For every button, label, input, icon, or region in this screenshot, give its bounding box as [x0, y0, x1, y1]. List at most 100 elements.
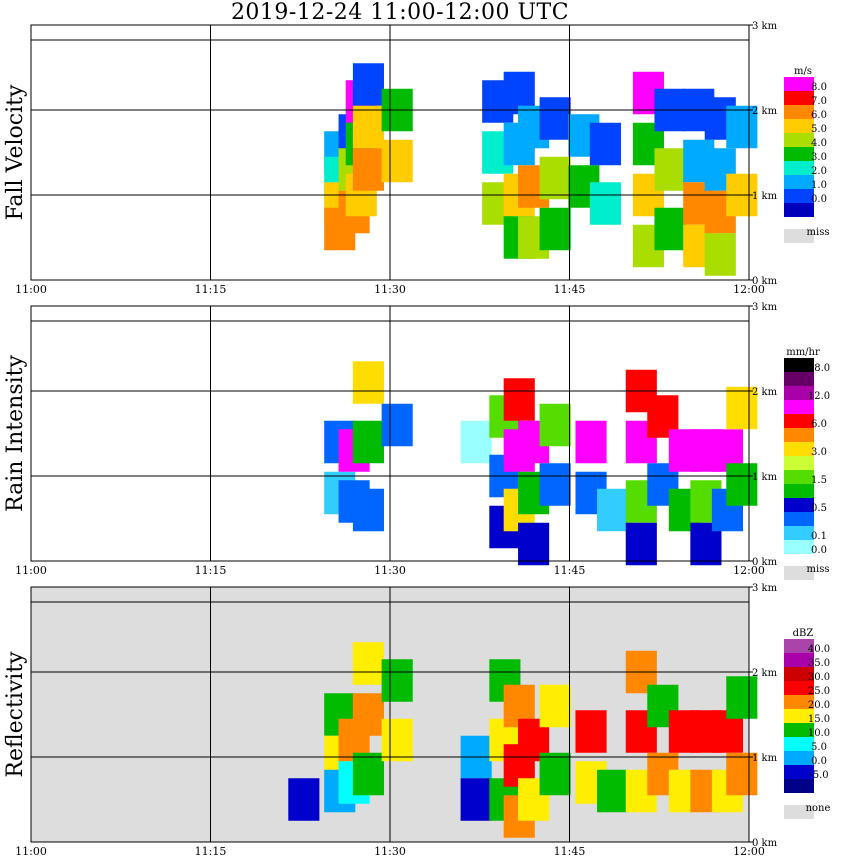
x-tick-label: 11:15	[195, 845, 227, 858]
legend-swatch	[784, 526, 814, 540]
data-cell	[539, 207, 571, 251]
data-cell	[352, 488, 385, 532]
legend-swatch	[784, 161, 814, 175]
data-cell	[539, 463, 571, 506]
x-tick-label: 11:45	[554, 283, 586, 296]
legend-label: 0.5	[811, 503, 827, 514]
plot-frame	[30, 305, 750, 562]
data-cell	[539, 156, 571, 200]
legend-label: 7.0	[811, 96, 827, 107]
legend-swatch	[784, 400, 814, 414]
x-tick-label: 11:45	[554, 564, 586, 577]
plot-frame	[30, 586, 750, 843]
x-tick-label: 11:45	[554, 845, 586, 858]
panel-reflectivity: 11:00 11:15 11:30 11:45 12:000 km 1 km 2 km 3 k…	[3, 583, 830, 858]
legend-missing-swatch	[784, 566, 814, 580]
legend-swatch	[784, 779, 814, 793]
legend-missing-label: miss	[807, 227, 830, 238]
data-cell	[704, 233, 736, 276]
x-tick-label: 11:30	[374, 845, 406, 858]
legend-swatch	[784, 133, 814, 147]
legend-swatch	[784, 723, 814, 737]
panel-rain-intensity: 11:00 11:15 11:30 11:45 12:000 km 1 km 2 km 3 k…	[3, 302, 830, 580]
y-tick-label: 0 km	[752, 557, 778, 568]
x-tick-label: 11:00	[15, 283, 47, 296]
data-cell	[352, 693, 385, 736]
data-cell	[726, 752, 758, 796]
data-cell	[352, 148, 385, 191]
legend-swatch	[784, 372, 814, 386]
data-cell	[288, 778, 320, 821]
data-cell	[460, 778, 492, 821]
legend-swatch	[784, 470, 814, 484]
legend-missing-swatch	[784, 805, 814, 819]
legend-label: 4.0	[811, 138, 827, 149]
legend-label: 0.1	[811, 531, 827, 542]
legend-swatch	[784, 189, 814, 203]
data-cell	[597, 769, 629, 813]
legend-label: 2.0	[811, 166, 827, 177]
legend-swatch	[784, 175, 814, 189]
x-tick-label: 11:15	[195, 283, 227, 296]
legend-label: 1.0	[811, 180, 827, 191]
data-cell	[381, 718, 413, 762]
data-cell	[352, 752, 385, 796]
x-tick-label: 12:00	[733, 845, 765, 858]
legend-swatch	[784, 147, 814, 161]
y-tick-label: 3 km	[752, 583, 778, 594]
data-cell	[381, 139, 413, 183]
legend-swatch	[784, 442, 814, 456]
legend-swatch	[784, 428, 814, 442]
data-cell	[352, 642, 385, 685]
chart-title: 2019-12-24 11:00-12:00 UTC	[230, 0, 570, 25]
y-axis-title: Reflectivity	[3, 651, 28, 778]
legend-label: 1.5	[811, 475, 827, 486]
data-cell	[539, 752, 571, 796]
y-tick-label: 0 km	[752, 838, 778, 849]
data-cell	[654, 207, 686, 251]
data-cell	[589, 182, 621, 225]
y-tick-label: 2 km	[752, 387, 778, 398]
legend-swatch	[784, 667, 814, 681]
legend-label: 12.0	[808, 391, 830, 402]
legend-label: 0.0	[811, 194, 827, 205]
legend-swatch	[784, 695, 814, 709]
data-cell	[352, 361, 385, 404]
data-cell	[597, 488, 629, 532]
y-tick-label: 1 km	[752, 753, 778, 764]
legend-label: 3.0	[811, 447, 827, 458]
legend-swatch	[784, 484, 814, 498]
data-cell	[654, 148, 686, 191]
y-axis-title: Fall Velocity	[3, 84, 28, 220]
legend-unit: dBZ	[793, 628, 814, 639]
data-cell	[575, 420, 607, 464]
legend-swatch	[784, 512, 814, 526]
x-tick-label: 12:00	[733, 283, 765, 296]
legend-missing-label: none	[806, 803, 831, 814]
legend-missing-label: miss	[807, 564, 830, 575]
legend-swatch	[784, 498, 814, 512]
data-cell	[381, 403, 413, 447]
y-axis-title: Rain Intensity	[3, 354, 28, 511]
y-tick-label: 2 km	[752, 668, 778, 679]
legend-swatch	[784, 105, 814, 119]
x-tick-label: 11:30	[374, 283, 406, 296]
legend-label: 30.0	[808, 672, 830, 683]
legend-label: 5.0	[811, 124, 827, 135]
data-cell	[518, 522, 550, 566]
legend-swatch	[784, 119, 814, 133]
legend-swatch	[784, 91, 814, 105]
data-cell	[460, 420, 492, 464]
data-cell	[503, 378, 535, 421]
x-tick-label: 11:15	[195, 564, 227, 577]
data-cell	[381, 659, 413, 702]
legend-label: -5.0	[809, 770, 828, 781]
data-cell	[726, 386, 758, 430]
legend-swatch	[784, 456, 814, 470]
legend-label: 5.0	[811, 742, 827, 753]
legend-swatch	[784, 653, 814, 667]
data-cell	[352, 105, 385, 149]
legend-unit: m/s	[794, 66, 812, 77]
legend-swatch	[784, 639, 814, 653]
